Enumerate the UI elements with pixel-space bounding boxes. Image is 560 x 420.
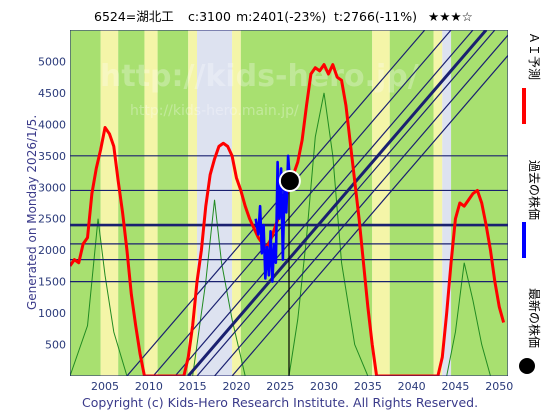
legend-label-latest: 最新の株価: [527, 288, 542, 348]
background-band: [389, 30, 434, 376]
legend-label-ai: ＡＩ予測: [527, 32, 541, 80]
x-tick-label: 2005: [91, 380, 119, 393]
y-tick-label: 1500: [38, 276, 66, 289]
watermark-main: http://kids-hero.jp/: [100, 59, 419, 94]
green-line-group: [70, 92, 491, 376]
plot-area: http://kids-hero.jp/ http://kids-hero.ma…: [70, 30, 508, 376]
legend-swatch-ai: [522, 88, 526, 124]
header-mean-price: m:2401(-23%): [236, 9, 326, 24]
y-tick-label: 3500: [38, 150, 66, 163]
legend-swatch-past: [522, 222, 526, 258]
background-band: [144, 30, 158, 376]
x-tick-label: 2025: [266, 380, 294, 393]
legend-label-past: 過去の株価: [527, 160, 542, 220]
y-tick-label: 1000: [38, 307, 66, 320]
diagonal-trend-line: [187, 30, 488, 376]
y-tick-label: 2500: [38, 213, 66, 226]
legend-swatch-latest: [519, 358, 535, 374]
y-tick-label: 3000: [38, 181, 66, 194]
past-price-line: [254, 154, 292, 283]
x-tick-label: 2015: [179, 380, 207, 393]
x-tick-label: 2035: [354, 380, 382, 393]
y-tick-label: 500: [45, 339, 66, 352]
y-axis-ticks: 500 1000 1500 2000 2500 3000 3500 4000 4500 5000: [38, 55, 66, 351]
x-tick-label: 2010: [135, 380, 163, 393]
background-band: [433, 30, 443, 376]
green-series-line: [70, 92, 491, 376]
x-tick-label: 2045: [441, 380, 469, 393]
x-tick-label: 2020: [222, 380, 250, 393]
x-axis-ticks: 2005 2010 2015 2020 2025 2030 2035 2040 2045 2050: [91, 380, 513, 393]
diagonal-trend-line: [152, 30, 452, 376]
background-band: [232, 30, 241, 376]
header-code-name: 6524=湖北工: [94, 9, 174, 24]
header-stars: ★★★☆: [428, 9, 473, 24]
header-current-price: c:3100: [188, 9, 231, 24]
header-target-price: t:2766(-11%): [334, 9, 417, 24]
diagonal-trend-line: [174, 30, 474, 376]
background-band: [100, 30, 119, 376]
x-tick-label: 2050: [485, 380, 513, 393]
background-band: [188, 30, 198, 376]
diagonal-trend-line: [214, 34, 508, 376]
watermark: http://kids-hero.jp/ http://kids-hero.ma…: [100, 59, 419, 119]
copyright: Copyright (c) Kids-Hero Research Institu…: [82, 395, 478, 410]
watermark-sub: http://kids-hero.main.jp/: [130, 103, 299, 119]
legend: ＡＩ予測 過去の株価 最新の株価: [519, 32, 542, 374]
background-band: [157, 30, 189, 376]
background-band: [70, 30, 101, 376]
latest-price-dot: [278, 169, 301, 192]
y-tick-label: 4500: [38, 87, 66, 100]
y-tick-label: 5000: [38, 55, 66, 68]
generated-note: Generated on Monday 2026/1/5.: [25, 115, 39, 310]
diagonal-trend-lines: [126, 30, 508, 376]
background-band: [442, 30, 452, 376]
x-tick-label: 2040: [398, 380, 426, 393]
y-tick-label: 2000: [38, 244, 66, 257]
y-tick-label: 4000: [38, 118, 66, 131]
x-tick-label: 2030: [310, 380, 338, 393]
price-series: [70, 63, 506, 376]
latest-price-group: [278, 169, 301, 192]
diagonal-trend-line: [196, 30, 496, 376]
diagonal-trend-line: [231, 54, 508, 376]
